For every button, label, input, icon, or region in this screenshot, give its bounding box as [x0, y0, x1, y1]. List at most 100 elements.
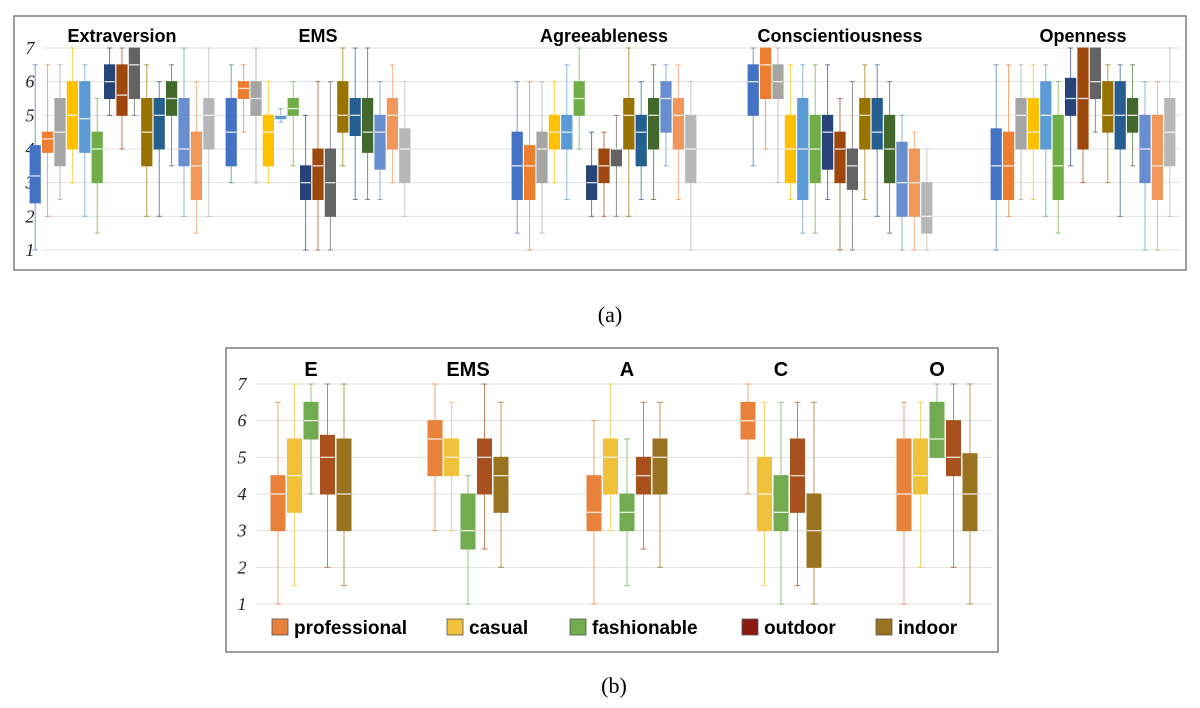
box-iqr — [460, 493, 476, 550]
box-iqr — [773, 475, 789, 532]
box-plot — [427, 383, 443, 532]
box-plot — [834, 98, 846, 251]
box-plot — [760, 47, 772, 150]
y-tick-label: 7 — [26, 38, 36, 58]
box-plot — [320, 383, 335, 568]
box-plot — [822, 64, 834, 200]
box-plot — [871, 64, 883, 217]
box-iqr — [603, 438, 618, 495]
box-plot — [460, 475, 476, 605]
box-plot — [635, 81, 647, 200]
box-iqr — [203, 98, 215, 150]
box-plot — [386, 64, 398, 184]
box-plot — [270, 401, 286, 605]
box-plot — [896, 401, 912, 605]
box-iqr — [610, 148, 622, 167]
box-iqr — [913, 438, 928, 495]
box-iqr — [178, 98, 190, 167]
box-plot — [1040, 64, 1052, 217]
box-plot — [1015, 64, 1027, 200]
box-iqr — [337, 81, 349, 133]
panel-frame — [225, 347, 999, 653]
y-tick-label: 5 — [238, 447, 247, 467]
box-plot — [54, 64, 66, 200]
box-iqr — [336, 438, 352, 532]
group-title: Openness — [1039, 26, 1126, 46]
box-plot — [511, 81, 523, 234]
box-plot — [1102, 64, 1114, 184]
box-plot — [773, 401, 789, 605]
box-iqr — [493, 456, 509, 513]
box-plot — [287, 81, 299, 167]
box-iqr — [962, 453, 978, 532]
y-tick-label: 2 — [26, 206, 35, 226]
box-plot — [312, 81, 324, 251]
box-plot — [846, 81, 858, 251]
box-iqr — [29, 145, 41, 204]
box-iqr — [116, 64, 128, 116]
box-iqr — [153, 98, 165, 150]
box-iqr — [859, 98, 871, 150]
box-plot — [1027, 64, 1040, 200]
box-iqr — [747, 64, 759, 116]
box-plot — [336, 383, 352, 587]
box-iqr — [652, 438, 668, 495]
box-iqr — [42, 131, 54, 153]
legend-swatch — [569, 618, 587, 636]
box-iqr — [1052, 114, 1064, 200]
box-plot — [784, 64, 796, 200]
box-plot — [262, 81, 274, 184]
group-title: Extraversion — [67, 26, 176, 46]
y-tick-label: 6 — [238, 411, 247, 431]
y-tick-label: 5 — [26, 105, 35, 125]
box-plot — [603, 383, 618, 532]
legend-label: casual — [469, 618, 528, 639]
y-tick-label: 4 — [238, 484, 247, 504]
box-plot — [79, 64, 91, 217]
box-plot — [116, 47, 128, 150]
box-plot — [275, 108, 287, 123]
box-plot — [238, 64, 250, 133]
box-plot — [477, 383, 492, 550]
box-iqr — [871, 98, 883, 150]
box-plot — [561, 64, 573, 200]
box-plot — [636, 401, 651, 550]
box-iqr — [362, 98, 374, 153]
box-plot — [536, 81, 548, 234]
box-iqr — [1065, 77, 1077, 116]
box-plot — [399, 81, 411, 217]
box-plot — [1003, 64, 1015, 217]
y-tick-label: 1 — [238, 594, 247, 614]
box-plot — [790, 401, 805, 587]
box-plot — [1139, 81, 1151, 251]
box-iqr — [79, 81, 91, 153]
box-iqr — [312, 148, 324, 200]
box-plot — [896, 114, 908, 251]
box-plot — [797, 64, 809, 234]
box-plot — [349, 47, 361, 200]
box-plot — [444, 401, 459, 532]
box-plot — [548, 81, 560, 184]
box-iqr — [896, 438, 912, 532]
box-plot — [524, 81, 536, 251]
box-plot — [362, 47, 374, 200]
box-iqr — [399, 128, 411, 184]
box-iqr — [386, 98, 398, 150]
box-plot — [685, 81, 697, 251]
box-plot — [166, 64, 178, 167]
y-tick-label: 2 — [238, 557, 247, 577]
box-plot — [573, 47, 585, 150]
group-title: Conscientiousness — [757, 26, 922, 46]
box-iqr — [921, 182, 933, 234]
box-iqr — [896, 141, 908, 217]
box-iqr — [672, 98, 684, 150]
box-iqr — [262, 114, 274, 167]
box-plot — [806, 401, 822, 605]
box-plot — [374, 81, 386, 200]
box-plot — [946, 383, 961, 568]
box-iqr — [1151, 114, 1164, 200]
box-plot — [104, 47, 116, 116]
box-plot — [648, 64, 660, 200]
